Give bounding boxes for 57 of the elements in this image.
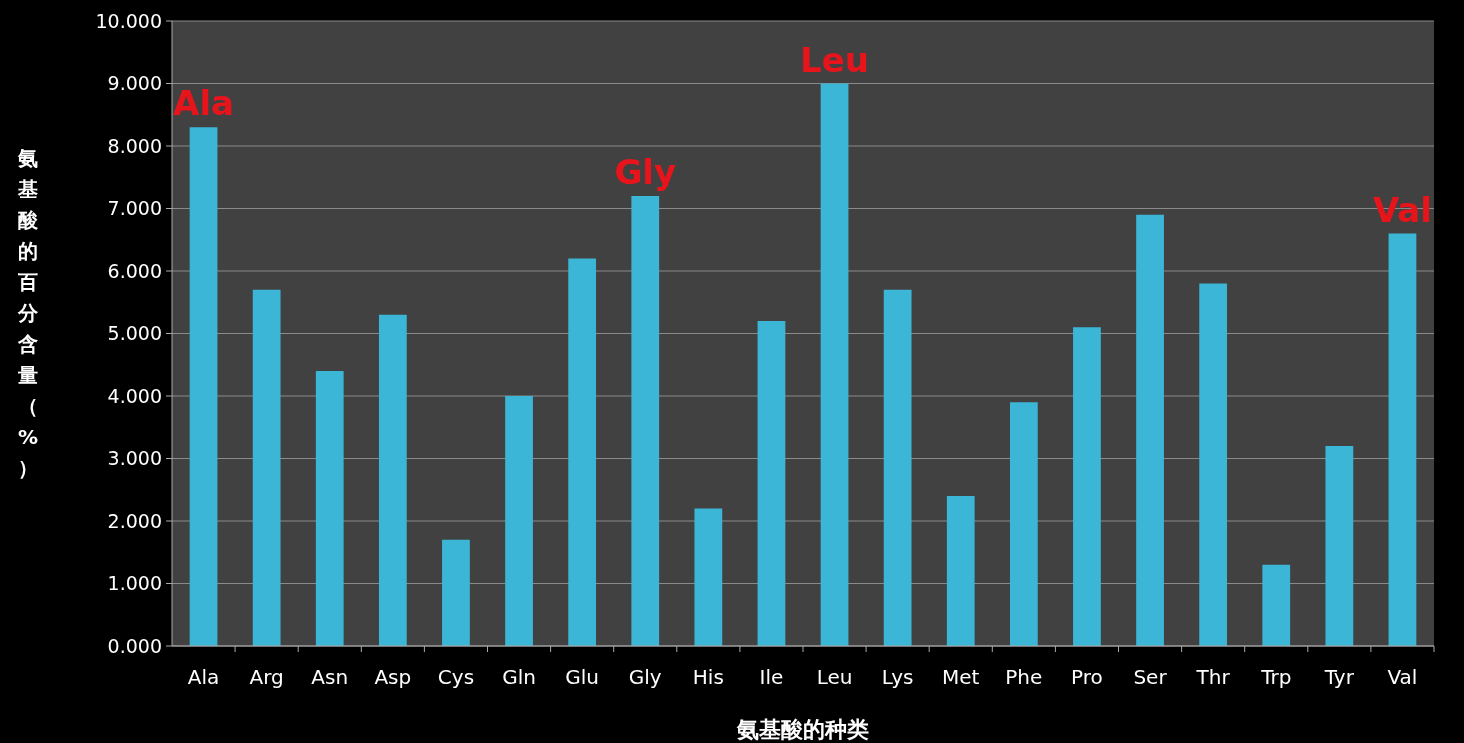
- bar: [568, 258, 597, 646]
- x-tick-label: Ile: [759, 665, 784, 689]
- bar: [189, 127, 218, 646]
- annotation: Val: [1372, 189, 1432, 230]
- x-tick-label: Asp: [374, 665, 412, 689]
- x-tick-label: Glu: [565, 665, 600, 689]
- x-tick-label: Cys: [437, 665, 475, 689]
- y-tick-label: 6.000: [107, 259, 162, 282]
- x-tick-label: Met: [942, 665, 980, 689]
- bar: [820, 83, 849, 646]
- x-tick-label: Thr: [1195, 665, 1231, 689]
- bar: [378, 314, 407, 646]
- x-tick-label: Gln: [502, 665, 536, 689]
- bar: [631, 196, 660, 646]
- annotation: Gly: [614, 152, 677, 192]
- bar: [1325, 446, 1354, 646]
- x-tick-label: Val: [1387, 665, 1418, 689]
- bar: [1073, 327, 1101, 646]
- bar: [1009, 402, 1038, 646]
- bar: [1388, 233, 1417, 646]
- x-tick-label: Asn: [311, 665, 349, 689]
- x-tick-label: Trp: [1260, 665, 1292, 689]
- x-tick-label: Pro: [1071, 665, 1103, 689]
- y-tick-label: 8.000: [107, 134, 162, 157]
- bar: [505, 396, 533, 646]
- x-tick-label: Phe: [1005, 665, 1043, 689]
- y-tick-label: 9.000: [107, 72, 162, 95]
- x-tick-label: Ala: [187, 665, 220, 689]
- y-tick-label: 10.000: [95, 9, 162, 32]
- x-tick-label: His: [692, 665, 724, 689]
- y-tick-label: 7.000: [107, 197, 162, 220]
- bar: [694, 508, 723, 646]
- y-tick-label: 5.000: [107, 322, 162, 345]
- annotation: Ala: [173, 83, 235, 124]
- bar: [883, 289, 912, 646]
- x-tick-label: Gly: [628, 665, 662, 689]
- bar: [252, 289, 281, 646]
- text: 氨基酸的百分含量（%）: [17, 146, 39, 480]
- x-tick-label: Tyr: [1323, 665, 1355, 689]
- annotation: Leu: [800, 39, 870, 80]
- bar: [442, 539, 470, 646]
- x-tick-label: Ser: [1133, 665, 1168, 689]
- y-tick-label: 3.000: [107, 447, 162, 470]
- y-tick-label: 0.000: [107, 634, 162, 657]
- x-axis-title: 氨基酸的种类: [736, 717, 869, 742]
- x-tick-label: Lys: [881, 665, 914, 689]
- bar: [1199, 283, 1228, 646]
- bar: [1136, 214, 1164, 646]
- y-tick-label: 4.000: [107, 384, 162, 407]
- bar: [946, 496, 975, 646]
- bar: [1262, 564, 1291, 646]
- bar: [315, 371, 344, 646]
- y-tick-label: 2.000: [107, 509, 162, 532]
- y-tick-label: 1.000: [107, 572, 162, 595]
- x-tick-label: Leu: [816, 665, 853, 689]
- x-tick-label: Arg: [249, 665, 284, 689]
- bar: [757, 321, 786, 646]
